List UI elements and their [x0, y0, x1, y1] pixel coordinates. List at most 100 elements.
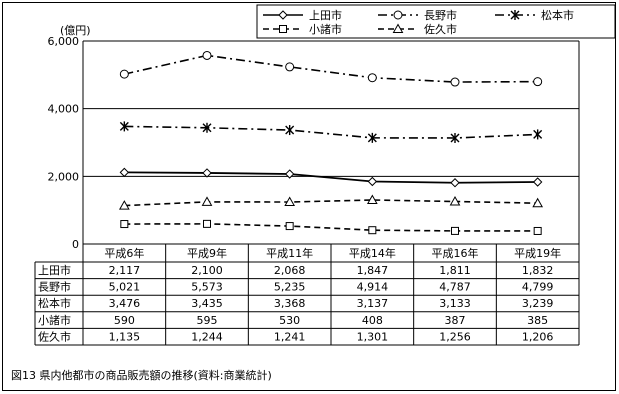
data-label: 3,476: [109, 297, 141, 310]
series-line: [124, 125, 538, 139]
data-label: 530: [279, 314, 300, 327]
legend-label: 長野市: [424, 8, 457, 22]
table-row-header: 松本市: [38, 296, 71, 310]
series-line: [124, 171, 538, 184]
data-label: 2,068: [274, 264, 306, 277]
data-label: 3,239: [522, 297, 554, 310]
point-marker: [368, 226, 377, 235]
data-label: 3,137: [357, 297, 389, 310]
series-line: [124, 199, 538, 207]
x-tick-label: 平成14年: [349, 246, 396, 260]
data-label: 5,573: [191, 281, 223, 294]
legend-label: 佐久市: [424, 22, 457, 36]
legend-entry: 長野市: [378, 8, 457, 22]
point-marker: [367, 132, 377, 143]
series-小諸市: [120, 219, 542, 235]
data-label: 1,301: [357, 330, 389, 343]
point-marker: [278, 10, 288, 20]
data-label: 1,206: [522, 330, 554, 343]
series-長野市: [119, 50, 543, 87]
x-tick-label: 平成19年: [514, 246, 561, 260]
series-layer: [118, 50, 544, 235]
legend-label: 小諸市: [309, 22, 342, 36]
figure-caption: 図13 県内他都市の商品販売額の推移(資料:商業統計): [11, 369, 272, 382]
data-label: 385: [527, 314, 548, 327]
point-marker: [120, 220, 129, 229]
point-marker: [285, 62, 295, 72]
point-marker: [285, 125, 295, 136]
y-unit-label: (億円): [60, 24, 91, 37]
data-label: 4,799: [522, 281, 554, 294]
data-label: 3,435: [191, 297, 223, 310]
legend-box: [256, 4, 616, 39]
data-label: 595: [197, 314, 218, 327]
point-marker: [202, 122, 212, 133]
data-label: 3,133: [439, 297, 471, 310]
point-marker: [532, 197, 544, 208]
point-marker: [119, 69, 129, 79]
figure-frame: [2, 2, 616, 391]
point-marker: [450, 133, 460, 144]
legend-label: 上田市: [309, 8, 342, 22]
legend-entry: 佐久市: [378, 22, 457, 36]
point-marker: [367, 176, 378, 187]
point-marker: [285, 222, 294, 231]
point-marker: [284, 196, 296, 207]
y-tick-label: 4,000: [48, 103, 80, 116]
y-tick-label: 2,000: [48, 170, 80, 183]
data-label: 1,244: [191, 330, 223, 343]
y-tick-label: 6,000: [48, 35, 80, 48]
point-marker: [203, 219, 211, 228]
point-marker: [533, 77, 543, 87]
legend-entry: 松本市: [495, 8, 574, 22]
series-松本市: [119, 121, 543, 144]
data-label: 1,832: [522, 264, 554, 277]
point-marker: [451, 226, 459, 235]
legend-entry: 上田市: [263, 8, 342, 22]
table-row-header: 小諸市: [38, 313, 71, 327]
data-label: 590: [114, 314, 135, 327]
data-label: 387: [445, 314, 466, 327]
x-tick-label: 平成6年: [104, 246, 144, 260]
series-上田市: [119, 167, 543, 188]
point-marker: [449, 195, 461, 206]
point-marker: [533, 226, 542, 235]
point-marker: [450, 178, 460, 188]
point-marker: [366, 194, 378, 204]
table-row-header: 長野市: [38, 280, 71, 294]
series-line: [124, 223, 538, 232]
data-label: 408: [362, 314, 383, 327]
point-marker: [510, 10, 520, 20]
point-marker: [118, 200, 130, 210]
point-marker: [119, 167, 130, 178]
point-marker: [201, 196, 213, 206]
point-marker: [279, 25, 287, 33]
point-marker: [532, 177, 543, 187]
x-tick-label: 平成11年: [266, 246, 313, 260]
data-label: 1,256: [439, 330, 471, 343]
y-axis: 0 2,000 4,000 6,000: [48, 35, 80, 251]
x-tick-label: 平成9年: [187, 246, 227, 260]
data-label: 1,847: [357, 264, 389, 277]
point-marker: [367, 73, 377, 83]
table-row-header: 佐久市: [38, 329, 71, 343]
point-marker: [202, 50, 212, 60]
data-label: 1,241: [274, 330, 306, 343]
data-label: 4,914: [357, 281, 389, 294]
table-row-header: 上田市: [38, 263, 71, 277]
gridlines: [82, 40, 580, 245]
legend-entry: 小諸市: [263, 22, 342, 36]
data-label: 5,021: [109, 281, 141, 294]
series-佐久市: [118, 194, 544, 210]
data-label: 3,368: [274, 297, 306, 310]
point-marker: [202, 168, 212, 178]
series-line: [124, 54, 538, 83]
point-marker: [392, 23, 404, 33]
y-tick-label: 0: [72, 238, 79, 251]
point-marker: [119, 121, 129, 132]
legend-label: 松本市: [541, 8, 574, 22]
x-tick-label: 平成16年: [432, 246, 479, 260]
data-label: 4,787: [439, 281, 471, 294]
